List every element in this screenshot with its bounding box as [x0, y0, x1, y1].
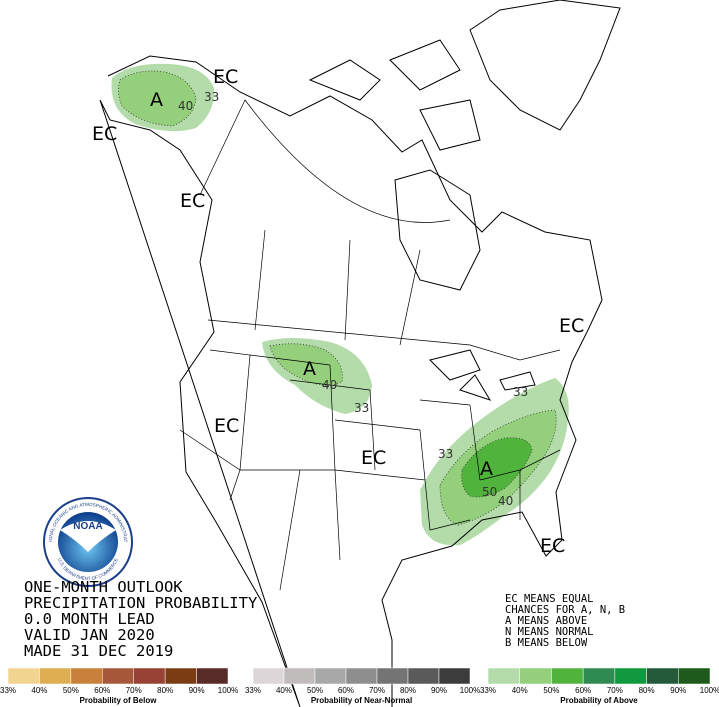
legend-swatch	[102, 667, 134, 685]
above-50	[461, 437, 533, 498]
logo-ring-text: NATIONAL OCEANIC AND ATMOSPHERIC ADMINIS…	[0, 0, 128, 543]
legend-tick: 40%	[31, 686, 47, 695]
legend-tick: 100%	[460, 686, 480, 695]
legend-tick: 80%	[639, 686, 655, 695]
contour-label: 33	[204, 90, 219, 104]
legend-swatch	[345, 667, 378, 685]
key-line: CHANCES FOR A, N, B	[505, 604, 625, 616]
legend-swatch	[551, 667, 584, 685]
contour-label: 50	[482, 485, 497, 499]
legend-tick: 70%	[369, 686, 385, 695]
contour-label: 33	[354, 401, 369, 415]
legend-tick: 80%	[157, 686, 173, 695]
legend-tick: 40%	[276, 686, 292, 695]
legend-tick: 60%	[94, 686, 110, 695]
logo-name: NOAA	[73, 521, 102, 532]
legend-swatch	[438, 667, 471, 685]
header-line: ONE-MONTH OUTLOOK	[24, 578, 183, 596]
ec-label: EC	[213, 66, 238, 88]
arctic-islands	[308, 39, 481, 151]
above-40	[118, 70, 197, 127]
ec-label: EC	[92, 123, 117, 145]
ec-label: EC	[540, 535, 565, 557]
legend-swatch	[614, 667, 647, 685]
legend-tick: 90%	[189, 686, 205, 695]
legend-swatch	[7, 667, 40, 685]
legend-tick: 90%	[670, 686, 686, 695]
legend-swatch	[196, 667, 229, 685]
legend-tick: 60%	[575, 686, 591, 695]
legend-tick: 90%	[431, 686, 447, 695]
contour-label: 40	[322, 378, 337, 392]
coastline	[99, 55, 603, 707]
color-legend: 33% 40% 50% 60% 70% 80% 90% 100% Probability of …	[0, 667, 719, 705]
great-lakes	[429, 349, 536, 401]
legend-tick: 100%	[218, 686, 238, 695]
key-line: B MEANS BELOW	[505, 637, 588, 649]
key-line: A MEANS ABOVE	[505, 615, 587, 627]
legend-swatch	[252, 667, 285, 685]
greenland	[469, 0, 621, 131]
header-line: 0.0 MONTH LEAD	[24, 610, 155, 628]
legend-swatch	[519, 667, 552, 685]
legend-swatch	[678, 667, 711, 685]
contour-label: 40	[178, 99, 193, 113]
header-line: MADE 31 DEC 2019	[24, 642, 173, 660]
legend-tick: 33%	[245, 686, 261, 695]
legend-tick: 50%	[543, 686, 559, 695]
legend-swatch	[39, 667, 72, 685]
key-line: N MEANS NORMAL	[505, 626, 594, 638]
header-line: VALID JAN 2020	[24, 626, 155, 644]
contour-label: 33	[438, 447, 453, 461]
above-label: A	[303, 358, 316, 380]
legend-swatch	[164, 667, 197, 685]
legend-swatch	[582, 667, 616, 685]
legend-tick: 33%	[480, 686, 496, 695]
contour-label: 33	[513, 385, 528, 399]
legend-tick: 33%	[0, 686, 16, 695]
legend-swatch	[283, 667, 316, 685]
hudson-bay	[394, 169, 481, 291]
legend-title: Probability of Below	[80, 696, 158, 705]
logo-ring-top: NATIONAL OCEANIC AND ATMOSPHERIC ADMINIS…	[0, 0, 128, 543]
legend-tick: 50%	[307, 686, 323, 695]
legend-swatch	[133, 667, 166, 685]
legend-tick: 40%	[512, 686, 528, 695]
contour-label: 40	[498, 494, 513, 508]
legend-swatch	[407, 667, 440, 685]
legend-tick: 50%	[63, 686, 79, 695]
legend-tick: 100%	[700, 686, 719, 695]
legend-title: Probability of Above	[560, 696, 638, 705]
legend-tick: 60%	[338, 686, 354, 695]
legend-swatch	[376, 667, 409, 685]
header-line: PRECIPITATION PROBABILITY	[24, 594, 258, 612]
legend-swatch	[487, 667, 520, 685]
ec-label: EC	[559, 315, 584, 337]
ec-label: EC	[180, 190, 205, 212]
ec-label: EC	[361, 447, 386, 469]
above-label: A	[150, 89, 163, 111]
legend-title: Probability of Near-Normal	[311, 696, 412, 705]
key-line: EC MEANS EQUAL	[505, 593, 594, 605]
above-label: A	[480, 458, 493, 480]
political-borders	[179, 99, 561, 591]
legend-tick: 70%	[126, 686, 142, 695]
legend-swatch	[314, 667, 347, 685]
ec-label: EC	[214, 415, 239, 437]
legend-tick: 70%	[607, 686, 623, 695]
legend-swatch	[646, 667, 679, 685]
above-40	[269, 343, 343, 386]
legend-tick: 80%	[400, 686, 416, 695]
legend-swatch	[70, 667, 103, 685]
